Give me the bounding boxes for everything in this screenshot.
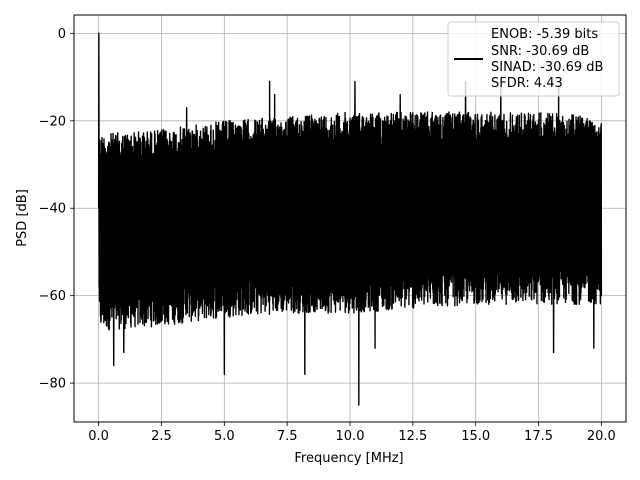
legend-sfdr: SFDR: 4.43 (491, 76, 563, 91)
legend-box (447, 21, 620, 97)
legend-snr: SNR: -30.69 dB (491, 44, 589, 59)
x-tick-label: 20.0 (587, 429, 616, 444)
x-tick-label: 2.5 (151, 429, 172, 444)
x-tick-label: 0.0 (88, 429, 109, 444)
legend: ENOB: -5.39 bits SNR: -30.69 dB SINAD: -… (447, 21, 620, 97)
x-tick-label: 5.0 (214, 429, 235, 444)
x-tick-label: 7.5 (277, 429, 298, 444)
psd-trace (97, 32, 603, 406)
x-tick-label: 12.5 (398, 429, 427, 444)
y-tick-label: −40 (39, 202, 66, 217)
y-tick-label: 0 (58, 27, 66, 42)
legend-sinad: SINAD: -30.69 dB (491, 60, 603, 75)
y-axis-ticks: 0 −20 −40 −60 −80 (39, 27, 74, 392)
y-tick-label: −60 (39, 289, 66, 304)
y-axis-label: PSD [dB] (15, 189, 30, 247)
x-tick-label: 15.0 (461, 429, 490, 444)
psd-series (97, 32, 603, 406)
y-tick-label: −80 (39, 377, 66, 392)
x-axis-ticks: 0.0 2.5 5.0 7.5 10.0 12.5 15.0 17.5 20.0 (88, 422, 616, 444)
x-axis-label: Frequency [MHz] (294, 451, 403, 466)
x-tick-label: 17.5 (524, 429, 553, 444)
legend-enob: ENOB: -5.39 bits (491, 27, 598, 42)
y-tick-label: −20 (39, 114, 66, 129)
x-tick-label: 10.0 (336, 429, 365, 444)
